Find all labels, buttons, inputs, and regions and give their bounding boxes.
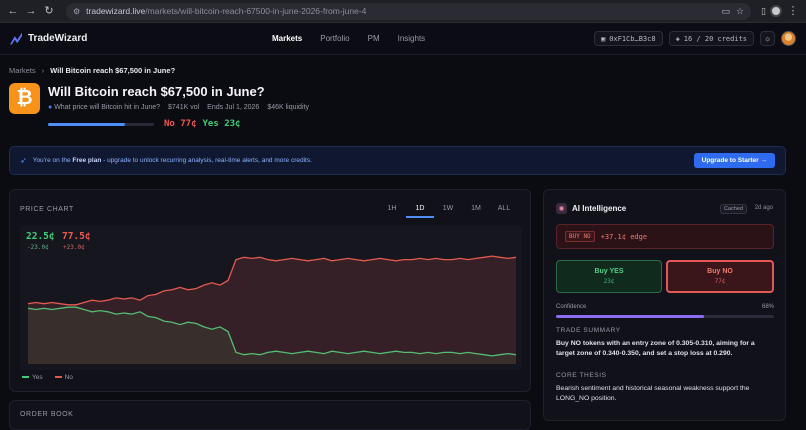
market-title: Will Bitcoin reach $67,500 in June? xyxy=(48,84,265,99)
signal-box: BUY NO +37.1¢ edge xyxy=(556,224,774,249)
chevron-right-icon: › xyxy=(41,66,45,75)
no-price: 77.5¢ xyxy=(62,231,91,242)
nav-markets[interactable]: Markets xyxy=(272,34,303,43)
confidence-bar-fill xyxy=(556,315,705,318)
no-change: +23.0¢ xyxy=(63,244,85,251)
layers-icon: ◈ xyxy=(675,34,680,43)
core-thesis-label: CORE THESIS xyxy=(556,372,607,379)
market-liquidity: $46K liquidity xyxy=(267,104,309,111)
back-icon[interactable]: ← xyxy=(7,5,19,17)
wallet-button[interactable]: ▣ 0xF1Cb…B3c8 xyxy=(593,31,663,46)
forward-icon[interactable]: → xyxy=(25,5,37,17)
price-chart-svg xyxy=(27,255,517,364)
browser-profile-avatar[interactable] xyxy=(770,5,782,17)
price-plot[interactable]: 22.5¢ 77.5¢ -23.0¢ +23.0¢ xyxy=(20,226,522,370)
market-question: What price will Bitcoin hit in June? xyxy=(54,104,161,111)
core-thesis-text: Bearish sentiment and historical seasona… xyxy=(556,385,750,402)
range-tab-1m[interactable]: 1M xyxy=(471,205,481,212)
brand-name: TradeWizard xyxy=(28,33,88,44)
range-tab-1w[interactable]: 1W xyxy=(442,205,454,212)
series-line-yes xyxy=(27,306,517,357)
credits-badge[interactable]: ◈ 16 / 20 credits xyxy=(668,31,754,46)
legend-no: No xyxy=(54,374,73,381)
address-bar[interactable]: ⚙ tradewizard.live/markets/will-bitcoin-… xyxy=(66,2,752,20)
series-area-yes xyxy=(28,307,516,364)
reload-icon[interactable]: ↻ xyxy=(44,5,54,17)
breadcrumb-markets[interactable]: Markets xyxy=(9,66,36,75)
odds-bar xyxy=(48,122,154,126)
legend-yes: Yes xyxy=(22,374,43,381)
chart-legend: Yes No xyxy=(22,374,73,381)
series-line-no xyxy=(27,255,517,306)
buy-no-button[interactable]: Buy NO 77¢ xyxy=(666,260,774,293)
yes-odds: Yes 23¢ xyxy=(202,119,241,129)
order-book-card: ORDER BOOK xyxy=(9,400,531,430)
user-avatar[interactable] xyxy=(781,31,796,46)
free-plan-banner: ➶ You're on the Free plan - upgrade to u… xyxy=(9,146,786,175)
signal-tag: BUY NO xyxy=(565,231,595,242)
bookmark-star-icon[interactable]: ☆ xyxy=(735,5,745,16)
nav-portfolio[interactable]: Portfolio xyxy=(320,34,350,43)
series-area-no xyxy=(28,256,516,364)
market-header: ₿ Will Bitcoin reach $67,500 in June? ● … xyxy=(9,83,309,129)
ai-intelligence-card: ✺ AI Intelligence Cached 2d ago BUY NO +… xyxy=(543,189,786,421)
breadcrumb-current: Will Bitcoin reach $67,500 in June? xyxy=(50,66,176,75)
range-tab-all[interactable]: ALL xyxy=(497,205,511,212)
confidence-bar xyxy=(556,315,774,318)
url-text: tradewizard.live/markets/will-bitcoin-re… xyxy=(86,6,367,16)
analysis-age: 2d ago xyxy=(754,205,773,211)
rocket-icon: ➶ xyxy=(20,156,27,165)
buy-yes-button[interactable]: Buy YES 23¢ xyxy=(556,260,662,293)
confidence-label: Confidence xyxy=(556,304,587,310)
yes-price: 22.5¢ xyxy=(26,231,55,242)
brain-icon: ✺ xyxy=(556,203,567,214)
edge-value: +37.1¢ edge xyxy=(600,232,648,241)
theme-toggle-sun-icon[interactable]: ☼ xyxy=(760,31,775,46)
yes-change: -23.0¢ xyxy=(27,244,49,251)
trade-summary-text: Buy NO tokens with an entry zone of 0.30… xyxy=(556,340,755,357)
range-tab-1h[interactable]: 1H xyxy=(387,205,397,212)
main-nav: Markets Portfolio PM Insights xyxy=(272,34,425,43)
nav-insights[interactable]: Insights xyxy=(397,34,426,43)
wallet-icon: ▣ xyxy=(600,34,606,43)
site-info-icon[interactable]: ⚙ xyxy=(73,6,81,16)
no-odds: No 77¢ xyxy=(164,119,197,129)
cached-badge: Cached xyxy=(720,204,747,214)
price-chart-card: PRICE CHART 1H 1D 1W 1M ALL 22.5¢ 77.5¢ … xyxy=(9,189,531,392)
banner-text: You're on the Free plan - upgrade to unl… xyxy=(32,157,312,164)
order-book-label: ORDER BOOK xyxy=(20,411,74,418)
bitcoin-icon: ₿ xyxy=(9,83,40,114)
range-tabs: 1H 1D 1W 1M ALL xyxy=(378,202,518,218)
ai-title: AI Intelligence xyxy=(572,204,627,213)
extensions-icon[interactable]: ▯ xyxy=(761,5,766,16)
nav-pm[interactable]: PM xyxy=(367,34,380,43)
breadcrumb: Markets › Will Bitcoin reach $67,500 in … xyxy=(9,66,175,75)
odds-bar-fill xyxy=(48,122,126,126)
market-volume: $741K vol xyxy=(168,104,200,111)
cast-icon[interactable]: ▭ xyxy=(721,5,730,16)
upgrade-button[interactable]: Upgrade to Starter → xyxy=(693,153,775,168)
trade-summary-label: TRADE SUMMARY xyxy=(556,327,621,334)
app-header: TradeWizard Markets Portfolio PM Insight… xyxy=(0,23,806,55)
market-end-date: Ends Jul 1, 2026 xyxy=(207,104,260,111)
brand[interactable]: TradeWizard xyxy=(10,32,272,45)
browser-toolbar: ← → ↻ ⚙ tradewizard.live/markets/will-bi… xyxy=(0,0,806,23)
tradewizard-logo-icon xyxy=(10,32,22,45)
dot-icon: ● xyxy=(48,104,53,111)
price-chart-label: PRICE CHART xyxy=(20,206,74,213)
confidence-value: 68% xyxy=(761,304,774,310)
range-tab-1d[interactable]: 1D xyxy=(406,202,434,218)
browser-menu-icon[interactable]: ⋮ xyxy=(787,5,799,17)
market-meta: ● What price will Bitcoin hit in June? $… xyxy=(48,104,309,111)
